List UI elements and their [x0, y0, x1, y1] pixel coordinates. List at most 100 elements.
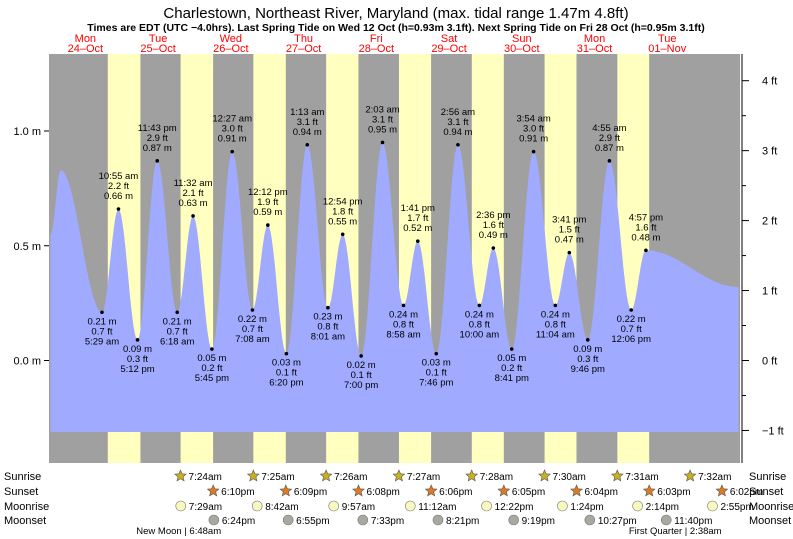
right-tick-label-3: 1 ft	[762, 286, 777, 298]
tide-label-9-1: 0.7 ft	[242, 324, 263, 335]
tide-point-29	[629, 308, 633, 312]
row-label-right-sunset: Sunset	[749, 486, 783, 498]
day-date-8: 01–Nov	[648, 43, 686, 55]
tide-label-3-0: 0.09 m	[123, 344, 152, 355]
day-name-3: Thu	[294, 33, 313, 45]
tide-label-22-2: 0.49 m	[479, 230, 508, 241]
sunrise-icon	[392, 469, 406, 482]
tide-label-15-1: 0.1 ft	[351, 370, 372, 381]
tide-label-28-2: 0.87 m	[595, 143, 624, 154]
sunset-time-5: 6:04pm	[585, 487, 618, 498]
tide-label-5-1: 0.7 ft	[167, 326, 188, 337]
day-name-2: Wed	[220, 33, 242, 45]
tide-label-16-2: 0.95 m	[368, 124, 397, 135]
day-date-0: 24–Oct	[68, 43, 103, 55]
tide-point-13	[326, 305, 330, 310]
moonrise-icon	[328, 500, 340, 512]
tide-label-10-2: 0.59 m	[253, 207, 282, 218]
tide-label-15-0: 0.02 m	[347, 360, 376, 371]
sunset-icon	[352, 484, 365, 497]
sunset-time-4: 6:05pm	[512, 487, 545, 498]
sunset-icon	[279, 484, 293, 497]
tide-label-29-2: 12:06 pm	[611, 334, 651, 345]
sunrise-time-4: 7:28am	[480, 472, 513, 483]
day-date-1: 25–Oct	[140, 43, 175, 55]
sunset-time-7: 6:02pm	[730, 487, 763, 498]
tide-label-14-1: 1.8 ft	[332, 206, 353, 217]
tide-label-25-0: 0.24 m	[541, 309, 570, 320]
tide-label-7-1: 0.2 ft	[201, 363, 222, 374]
row-label-left-moonrise: Moonrise	[4, 501, 49, 513]
tide-label-2-0: 10:55 am	[99, 171, 139, 182]
sunset-time-6: 6:03pm	[657, 487, 690, 498]
left-axis-background	[0, 54, 49, 463]
tide-point-28	[607, 159, 612, 163]
tide-label-2-2: 0.66 m	[104, 191, 133, 202]
day-name-4: Fri	[370, 33, 383, 45]
moonset-time-0: 6:24pm	[222, 516, 255, 527]
moon-phase-0: New Moon | 6:48am	[136, 526, 221, 537]
tide-label-5-2: 6:18 am	[160, 336, 194, 347]
moonset-icon	[660, 514, 672, 526]
moonset-time-6: 11:40pm	[674, 516, 712, 527]
moonset-icon	[208, 514, 220, 526]
tide-point-30	[644, 248, 648, 253]
moonset-time-5: 10:27pm	[598, 516, 637, 527]
sunrise-time-3: 7:27am	[407, 472, 440, 483]
sunrise-time-0: 7:24am	[189, 472, 222, 483]
moonrise-icon	[481, 500, 492, 512]
tide-label-19-0: 0.03 m	[422, 358, 451, 369]
sunset-icon	[642, 484, 656, 497]
tide-label-14-2: 0.55 m	[328, 216, 357, 227]
tide-label-11-1: 0.1 ft	[276, 368, 297, 379]
y-axes: 1.0 m 0.5 m 0.0 m 4 ft 3 ft 2 ft 1 ft 0 ft −1 ft	[0, 54, 793, 463]
tide-label-11-0: 0.03 m	[272, 358, 301, 369]
tide-label-6-0: 11:32 am	[174, 178, 213, 189]
tide-label-30-2: 0.48 m	[631, 232, 660, 243]
tide-point-19	[434, 351, 439, 356]
moonrise-time-2: 9:57am	[342, 502, 375, 513]
sunrise-time-2: 7:26am	[334, 472, 367, 483]
tide-label-24-2: 0.91 m	[519, 134, 548, 145]
left-tick-label-0: 1.0 m	[13, 126, 41, 138]
tide-label-1-1: 0.7 ft	[91, 326, 112, 337]
tide-label-24-0: 3:54 am	[516, 114, 550, 125]
sunrise-icon	[465, 469, 479, 482]
day-name-1: Tue	[149, 33, 168, 45]
sunrise-icon	[683, 469, 697, 482]
row-label-right-moonset: Moonset	[749, 515, 791, 527]
sunrise-icon	[246, 469, 260, 482]
right-axis-background	[740, 54, 793, 463]
day-name-8: Tue	[658, 33, 677, 45]
tide-label-10-0: 12:12 pm	[248, 187, 288, 198]
astronomy-rows: Sunrise Sunrise 7:24am 7:25am 7:26am 7:27am 7:…	[4, 469, 793, 537]
left-tick-label-1: 0.5 m	[13, 241, 41, 253]
tide-label-8-0: 12:27 am	[212, 114, 252, 125]
tide-label-8-1: 3.0 ft	[222, 124, 243, 135]
moonset-time-3: 8:21pm	[446, 516, 479, 527]
tide-point-23	[509, 347, 514, 351]
sunset-icon	[715, 484, 729, 497]
tide-curve	[50, 142, 739, 432]
right-tick-label-0: 4 ft	[762, 76, 777, 88]
tide-point-14	[340, 232, 345, 237]
tide-label-27-2: 9:46 pm	[571, 364, 605, 375]
day-name-5: Sat	[441, 33, 458, 45]
sunset-icon	[424, 484, 438, 497]
sunset-time-3: 6:06pm	[439, 487, 472, 498]
sunset-icon	[497, 484, 511, 497]
moonset-icon	[282, 514, 294, 526]
tide-label-29-1: 0.7 ft	[621, 324, 642, 335]
moonset-time-1: 6:55pm	[296, 516, 329, 527]
right-tick-label-4: 0 ft	[762, 356, 777, 368]
tide-label-29-0: 0.22 m	[617, 314, 646, 325]
moonset-icon	[357, 514, 369, 526]
tide-label-30-1: 1.6 ft	[635, 222, 656, 233]
moon-phase-1: First Quarter | 2:38am	[629, 526, 722, 537]
tide-point-1	[100, 310, 104, 315]
day-date-7: 31–Oct	[577, 43, 612, 55]
tide-label-17-2: 8:58 am	[386, 329, 420, 340]
moonrise-icon	[557, 500, 568, 512]
day-date-2: 26–Oct	[213, 43, 248, 55]
